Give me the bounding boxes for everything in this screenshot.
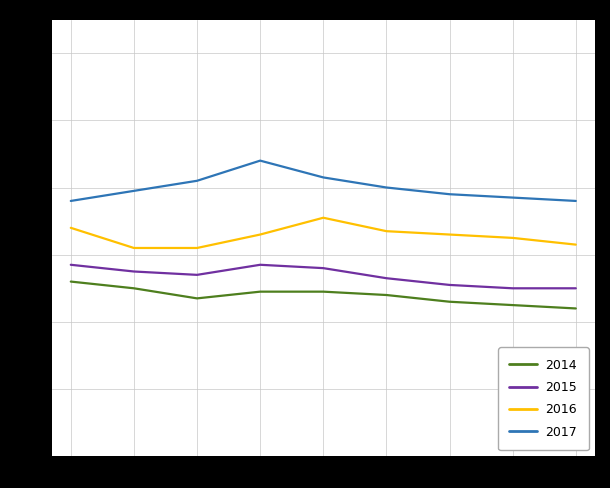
2015 — [67, 262, 74, 268]
2016 — [257, 232, 264, 238]
2016 — [446, 232, 453, 238]
2015 — [131, 268, 138, 274]
2014 — [446, 299, 453, 305]
2014 — [509, 302, 516, 308]
2016 — [509, 235, 516, 241]
2017 — [131, 188, 138, 194]
Legend: 2014, 2015, 2016, 2017: 2014, 2015, 2016, 2017 — [498, 347, 589, 450]
2015 — [382, 275, 390, 281]
2016 — [131, 245, 138, 251]
2014 — [572, 305, 580, 311]
2017 — [320, 175, 327, 181]
2014 — [67, 279, 74, 285]
2015 — [572, 285, 580, 291]
2015 — [257, 262, 264, 268]
Text: 0: 0 — [27, 449, 34, 459]
2016 — [67, 225, 74, 231]
2016 — [572, 242, 580, 247]
2017 — [67, 198, 74, 204]
2017 — [257, 158, 264, 163]
2017 — [572, 198, 580, 204]
Line: 2015: 2015 — [71, 265, 576, 288]
2015 — [509, 285, 516, 291]
Line: 2017: 2017 — [71, 161, 576, 201]
Line: 2016: 2016 — [71, 218, 576, 248]
2016 — [382, 228, 390, 234]
2014 — [320, 289, 327, 295]
2016 — [320, 215, 327, 221]
2017 — [509, 195, 516, 201]
Line: 2014: 2014 — [71, 282, 576, 308]
2015 — [320, 265, 327, 271]
2017 — [193, 178, 201, 183]
2014 — [382, 292, 390, 298]
2017 — [382, 184, 390, 190]
2017 — [446, 191, 453, 197]
2014 — [193, 295, 201, 301]
2015 — [193, 272, 201, 278]
2016 — [193, 245, 201, 251]
2014 — [257, 289, 264, 295]
2015 — [446, 282, 453, 288]
2014 — [131, 285, 138, 291]
